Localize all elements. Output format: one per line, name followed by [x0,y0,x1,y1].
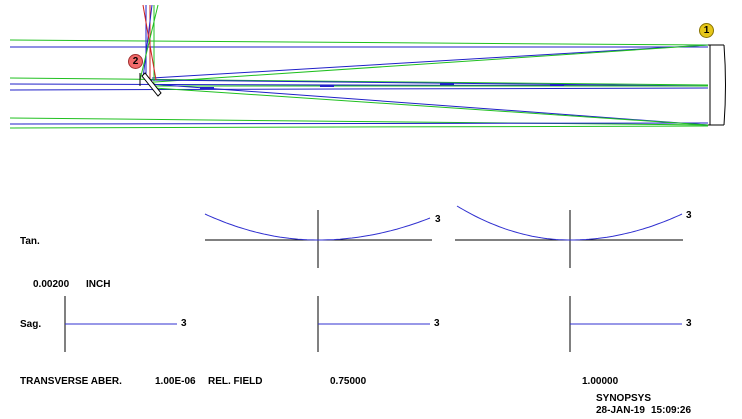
scale-value: 0.00200 [33,279,70,290]
surface-tag-1: 1 [699,23,714,38]
sag-label: Sag. [20,319,42,330]
ray-path-19 [139,4,159,81]
curve-label-tan-field-1: 3 [435,214,441,225]
field-value-2: 1.00000 [582,376,619,387]
plot-time: 15:09:26 [651,405,692,416]
field-value-1: 0.75000 [330,376,367,387]
program-name: SYNOPSYS [596,393,652,404]
ray-path-5 [9,117,709,126]
primary-mirror [708,44,726,126]
wavelength-value: 1.00E-06 [155,376,196,387]
ray-path-6 [9,122,709,125]
tan-curve-1 [204,213,431,241]
curve-label-sag-field-1: 3 [434,318,440,329]
rel-field-label: REL. FIELD [208,376,263,387]
plot-curves [65,205,683,325]
fold-mirror [141,72,162,97]
ray-path-4 [9,87,709,91]
tan-curve-2 [456,205,683,241]
plot-date: 28-JAN-19 [596,405,645,416]
ray-path-7 [9,125,709,129]
scale-unit: INCH [86,279,111,290]
plot-axes [64,210,683,352]
curve-label-tan-field-2: 3 [686,210,692,221]
ray-trace-group [9,4,709,129]
lens-layout-drawing [9,4,726,129]
surface-tag-2: 2 [128,54,143,69]
ray-path-17 [142,4,153,79]
curve-label-sag-field-0: 3 [181,318,187,329]
tan-label: Tan. [20,236,40,247]
plot-title: TRANSVERSE ABER. [20,376,122,387]
ray-path-8 [151,44,709,79]
curve-label-sag-field-2: 3 [686,318,692,329]
ray-path-10 [149,79,709,87]
ray-path-13 [153,87,709,126]
ray-path-2 [9,77,709,86]
ray-path-0 [9,39,709,46]
aberration-plots [64,205,683,352]
ray-path-9 [154,44,709,83]
ray-path-12 [149,83,709,126]
